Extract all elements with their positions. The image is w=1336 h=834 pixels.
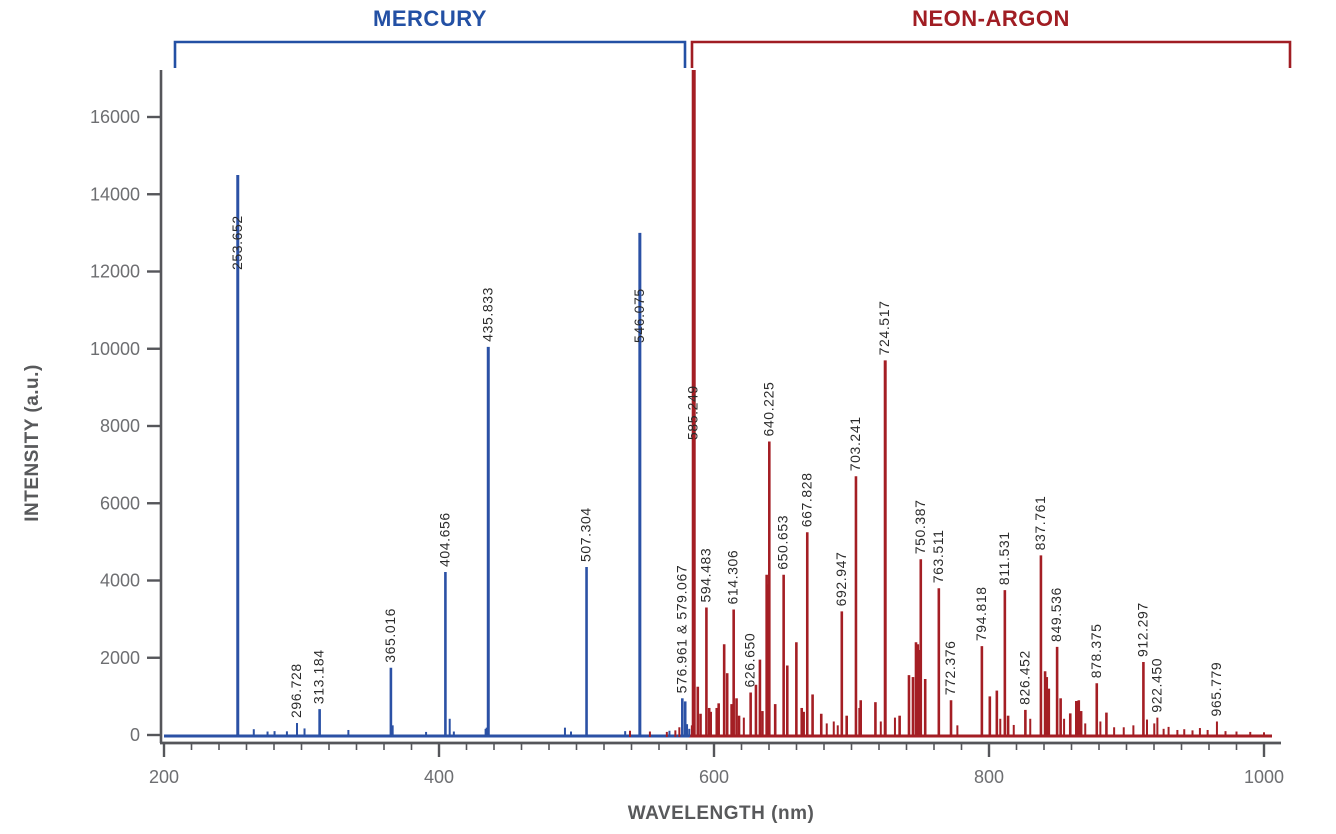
peak-wavelength-label: 296.728 (288, 663, 304, 718)
peak-wavelength-label: 826.452 (1016, 650, 1032, 705)
peak-wavelength-label: 585.249 (685, 385, 701, 440)
peak-wavelength-label: 692.947 (833, 552, 849, 607)
peak-wavelength-label: 507.304 (578, 507, 594, 562)
peak-wavelength-label: 849.536 (1048, 587, 1064, 642)
x-tick-label: 400 (424, 767, 454, 787)
y-tick-label: 10000 (90, 339, 140, 359)
y-tick-label: 16000 (90, 107, 140, 127)
y-tick-label: 4000 (100, 571, 140, 591)
neon-argon-region-title: NEON-ARGON (912, 6, 1070, 31)
peak-wavelength-label: 404.656 (436, 512, 452, 567)
y-tick-label: 6000 (100, 493, 140, 513)
y-tick-label: 12000 (90, 262, 140, 282)
peak-wavelength-label: 772.376 (942, 640, 958, 695)
peak-wavelength-label: 965.779 (1208, 662, 1224, 717)
peak-wavelength-label: 594.483 (697, 548, 713, 603)
peak-wavelength-label: 253.652 (229, 215, 245, 270)
mercury-bracket (173, 40, 687, 68)
peak-wavelength-label: 546.075 (631, 288, 647, 343)
x-tick-label: 1000 (1244, 767, 1284, 787)
y-tick-label: 8000 (100, 416, 140, 436)
peak-wavelength-label: 794.818 (973, 586, 989, 641)
peak-wavelength-label: 576.961 & 579.067 (673, 565, 689, 694)
peak-wavelength-label: 703.241 (847, 416, 863, 471)
peak-wavelength-label: 837.761 (1032, 496, 1048, 551)
mercury-region-title: MERCURY (373, 6, 487, 31)
peak-wavelength-label: 614.306 (725, 550, 741, 605)
peak-wavelength-label: 650.653 (775, 515, 791, 570)
x-tick-label: 200 (149, 767, 179, 787)
x-tick-label: 600 (699, 767, 729, 787)
peak-wavelength-label: 750.387 (912, 499, 928, 554)
peak-wavelength-label: 667.828 (798, 472, 814, 527)
peak-wavelength-label: 763.511 (930, 529, 946, 583)
peak-wavelength-label: 313.184 (311, 649, 327, 704)
peak-wavelength-label: 365.016 (382, 608, 398, 663)
y-tick-label: 0 (130, 725, 140, 745)
x-tick-label: 800 (974, 767, 1004, 787)
peak-wavelength-label: 626.650 (742, 633, 758, 688)
peak-wavelength-label: 640.225 (760, 382, 776, 437)
peak-wavelength-label: 912.297 (1134, 602, 1150, 657)
peak-wavelength-label: 811.531 (996, 531, 1012, 585)
peak-wavelength-label: 724.517 (876, 301, 892, 356)
x-axis-title: WAVELENGTH (nm) (627, 803, 815, 824)
peak-wavelength-label: 878.375 (1088, 623, 1104, 678)
neon-argon-bracket (690, 40, 1292, 68)
y-tick-label: 14000 (90, 184, 140, 204)
y-axis-title: INTENSITY (a.u.) (22, 364, 43, 522)
y-tick-label: 2000 (100, 648, 140, 668)
peak-wavelength-label: 922.450 (1148, 658, 1164, 713)
peak-wavelength-label: 435.833 (479, 287, 495, 342)
